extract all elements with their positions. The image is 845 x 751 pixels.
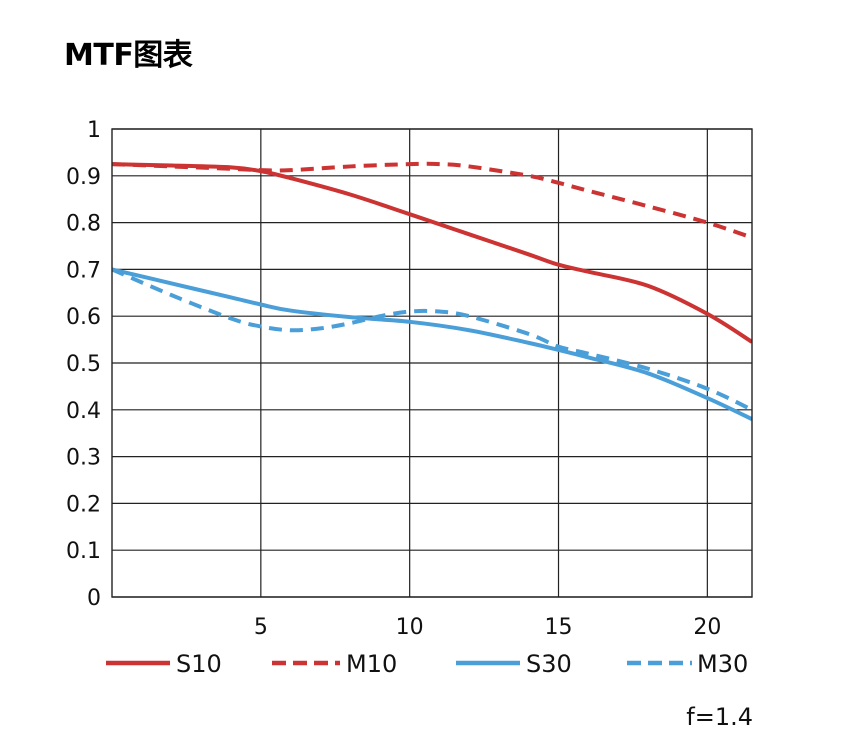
y-tick-label: 0.5 [66, 352, 101, 377]
plot-frame [111, 128, 753, 598]
x-tick-label: 20 [693, 615, 721, 640]
legend-label-m10: M10 [346, 650, 397, 678]
x-tick-label: 10 [396, 615, 424, 640]
y-tick-label: 0 [87, 586, 101, 611]
aperture-note: f=1.4 [686, 703, 753, 731]
y-tick-label: 0.6 [66, 305, 101, 330]
y-tick-label: 0.7 [66, 258, 101, 283]
y-tick-label: 0.1 [66, 539, 101, 564]
legend-label-m30: M30 [697, 650, 748, 678]
y-tick-label: 0.8 [66, 212, 101, 237]
series-line-m10 [112, 161, 752, 240]
grid-layer [112, 128, 752, 598]
legend-label-s10: S10 [176, 650, 222, 678]
axis-layer: 00.10.20.30.40.50.60.70.80.915 10 15 20 [66, 118, 753, 640]
y-tick-label: 0.4 [66, 399, 101, 424]
legend-label-s30: S30 [526, 650, 572, 678]
page-title: MTF图表 [64, 38, 193, 73]
x-tick-label: 5 [254, 615, 268, 640]
legend: S10 M10 S30 M30 [106, 650, 748, 678]
series-layer [112, 161, 752, 421]
series-line-s30 [112, 267, 752, 421]
y-tick-label: 1 [87, 118, 101, 143]
y-tick-label: 0.2 [66, 492, 101, 517]
y-tick-label: 0.3 [66, 446, 101, 471]
series-line-s10 [112, 162, 752, 344]
y-tick-label: 0.9 [66, 165, 101, 190]
series-line-m30 [112, 267, 752, 412]
x-tick-label: 15 [545, 615, 573, 640]
